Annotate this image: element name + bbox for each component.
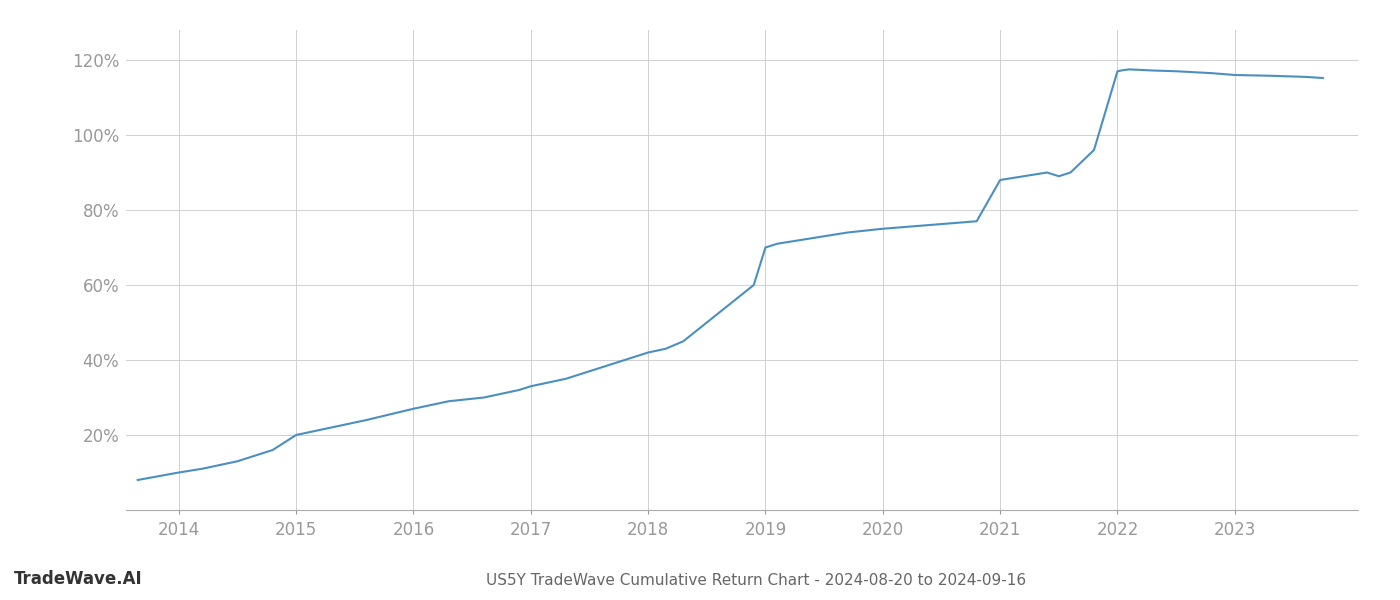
Text: US5Y TradeWave Cumulative Return Chart - 2024-08-20 to 2024-09-16: US5Y TradeWave Cumulative Return Chart -… (486, 573, 1026, 588)
Text: TradeWave.AI: TradeWave.AI (14, 570, 143, 588)
